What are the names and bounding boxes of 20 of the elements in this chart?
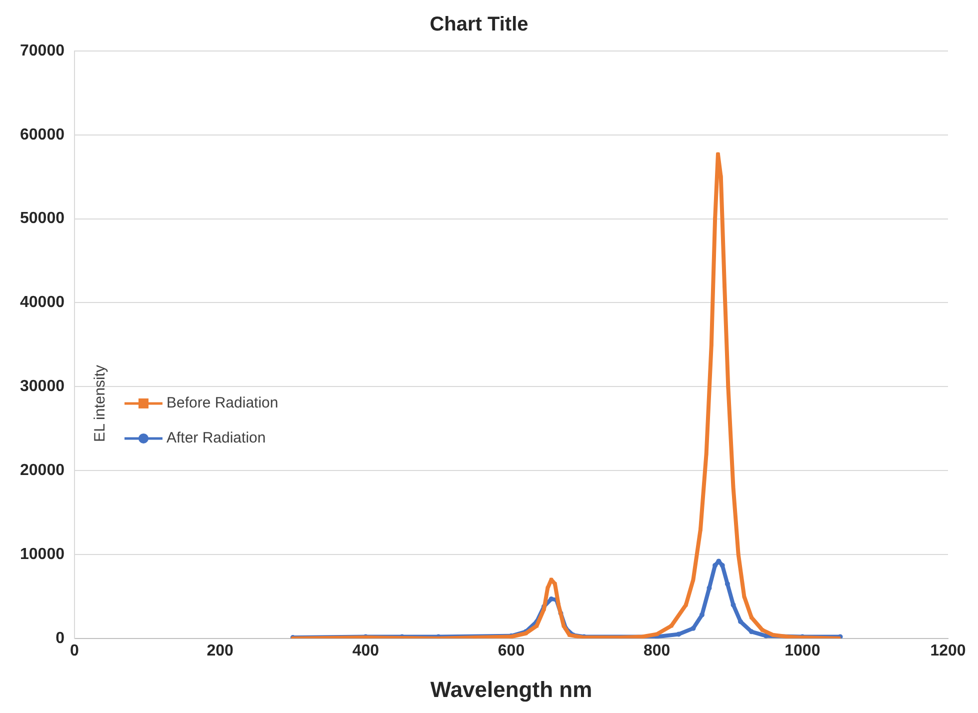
- y-tick-label: 70000: [20, 42, 65, 60]
- legend-label: Before Radiation: [166, 394, 278, 412]
- y-axis-title: EL intensity: [92, 364, 109, 442]
- x-tick-label: 400: [352, 642, 380, 660]
- x-tick-label: 600: [498, 642, 525, 660]
- y-tick-label: 0: [56, 630, 65, 647]
- chart-title: Chart Title: [430, 14, 528, 36]
- x-tick-label: 1000: [784, 642, 820, 660]
- x-tick-label: 0: [70, 642, 80, 660]
- y-tick-label: 40000: [20, 294, 65, 312]
- y-tick-label: 50000: [20, 210, 65, 228]
- y-tick-label: 30000: [20, 378, 65, 396]
- x-tick-label: 800: [643, 642, 670, 660]
- y-tick-label: 10000: [20, 546, 65, 563]
- x-tick-label: 200: [206, 642, 234, 660]
- y-tick-label: 20000: [20, 462, 65, 479]
- x-axis-title: Wavelength nm: [430, 676, 592, 702]
- legend-label: After Radiation: [166, 430, 266, 447]
- x-tick-label: 1200: [930, 642, 966, 660]
- y-tick-label: 60000: [20, 126, 65, 144]
